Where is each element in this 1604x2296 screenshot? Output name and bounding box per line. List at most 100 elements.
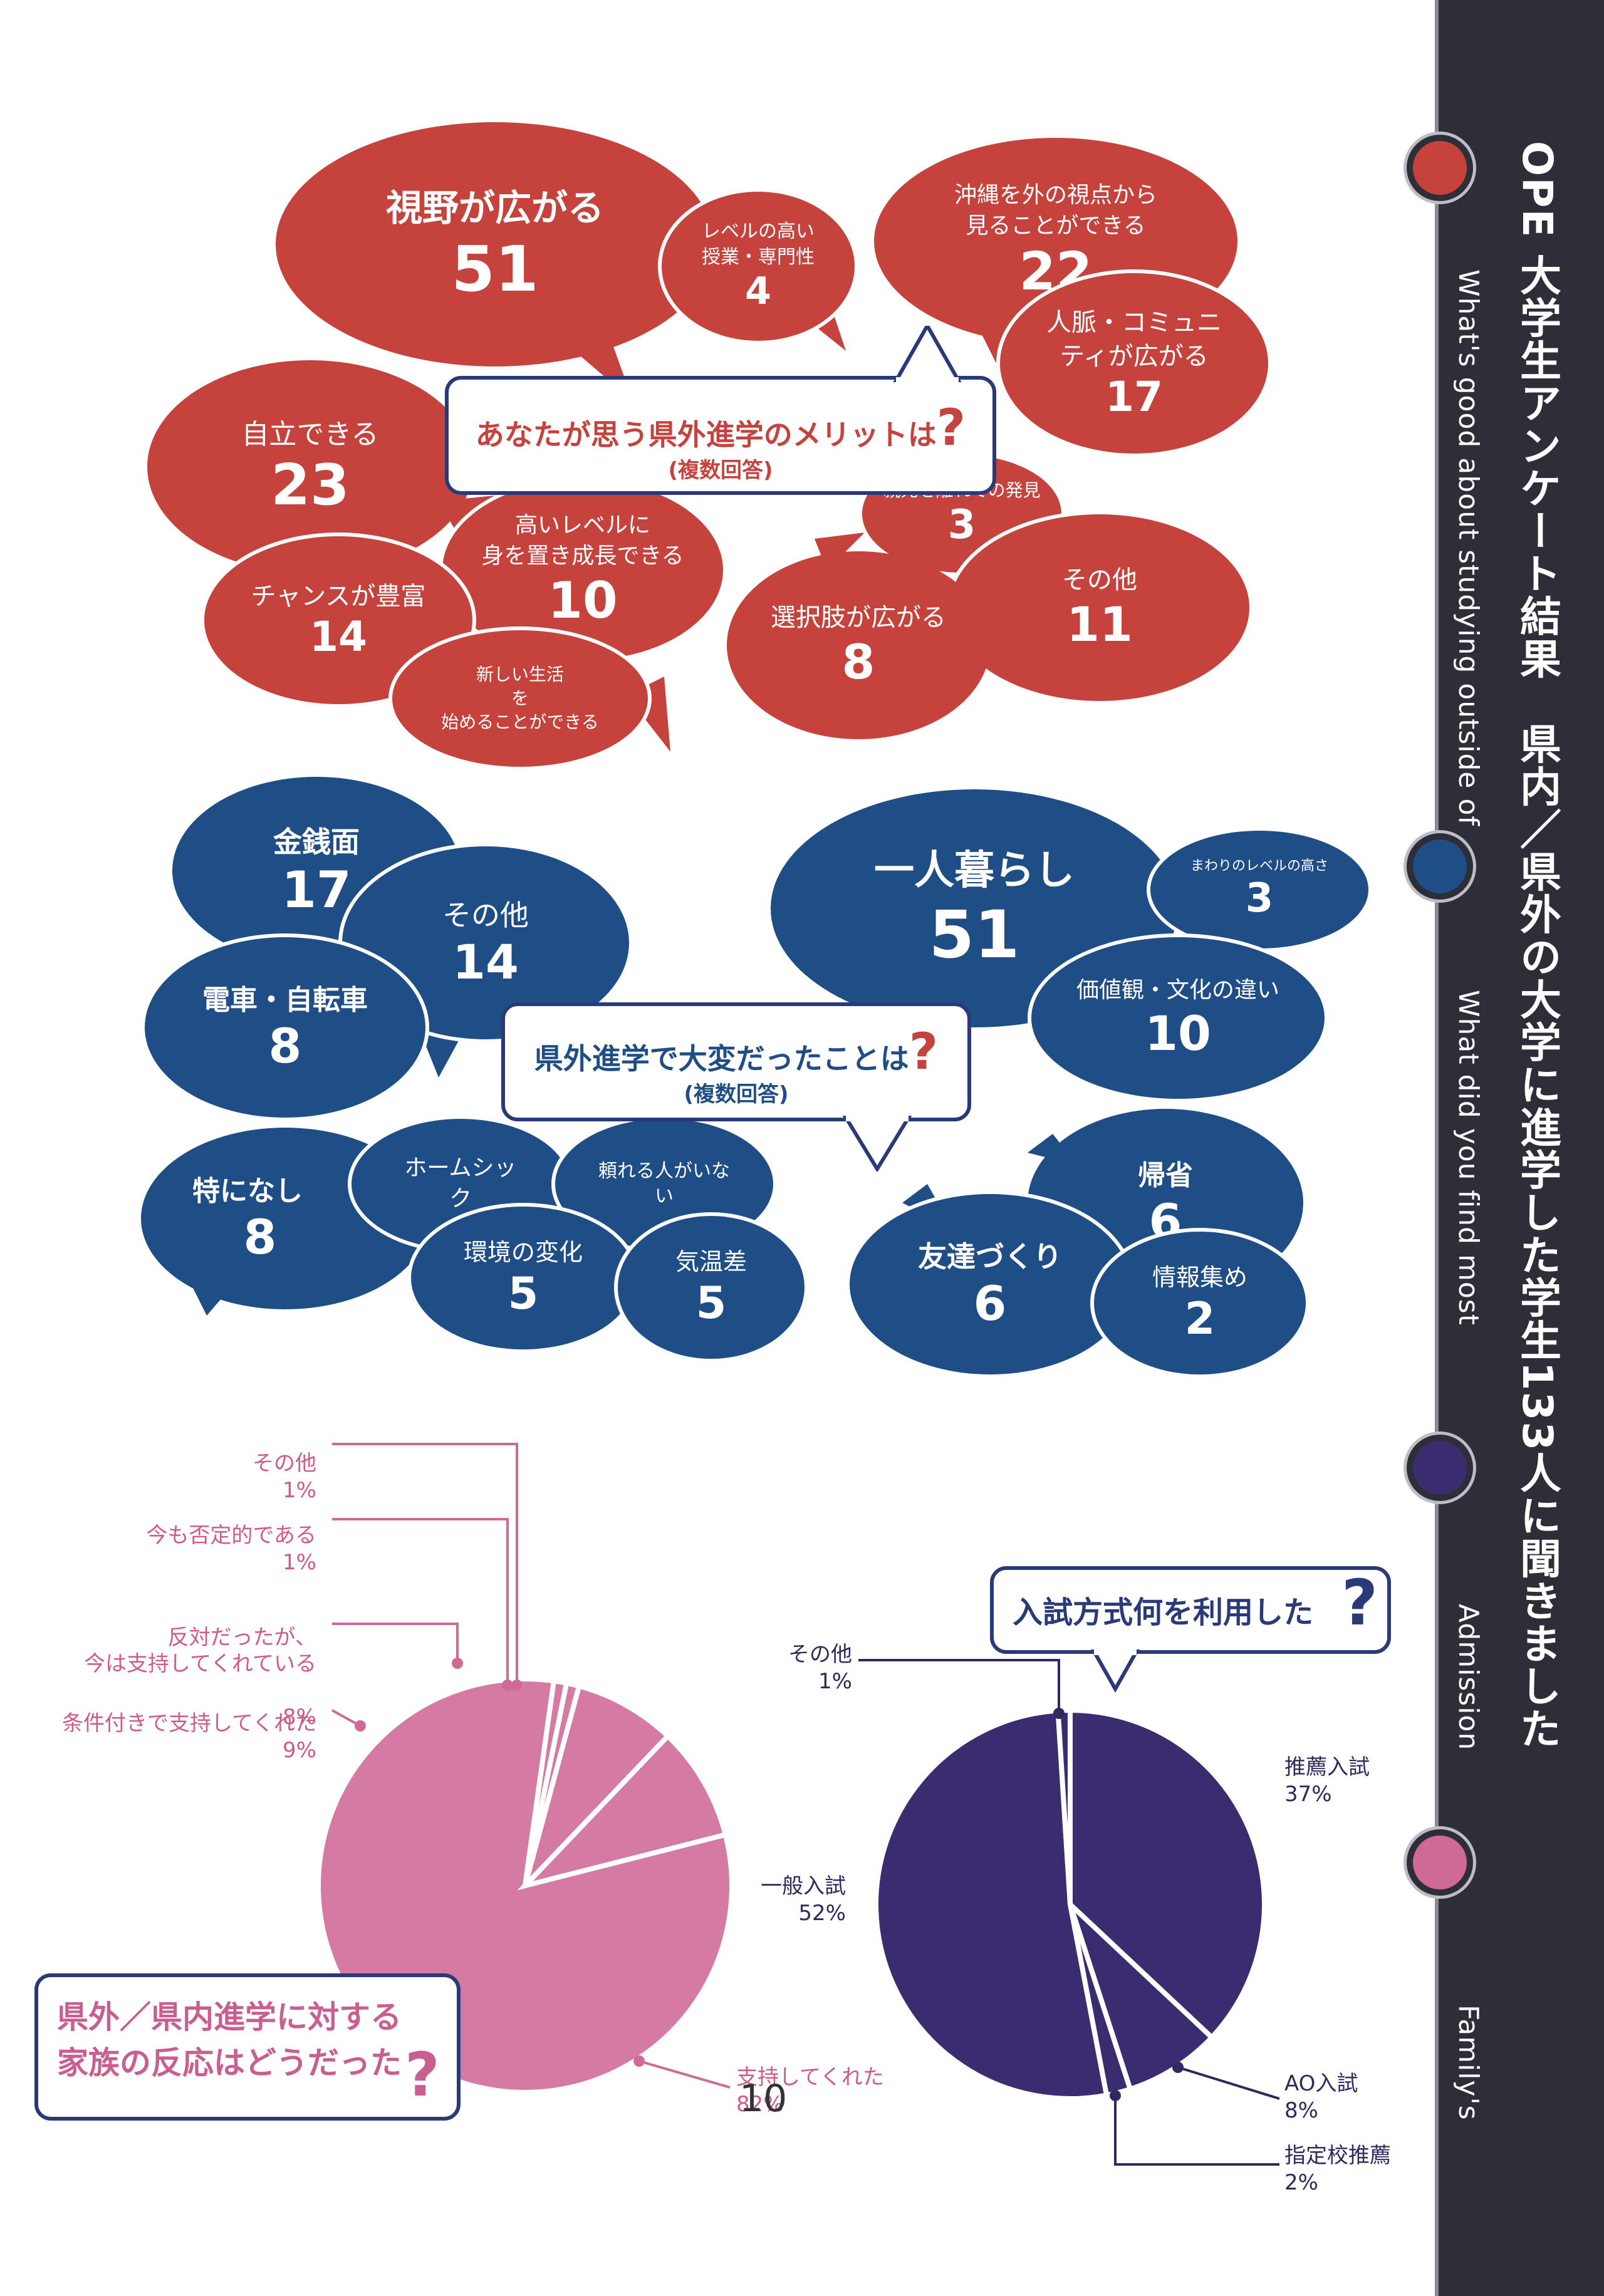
merit-label: 沖縄を外の視点から 見ることができる [954,182,1157,239]
hardship-label: 電車・自転車 [202,984,368,1016]
family-other-leader-dot [511,1680,523,1691]
hardship-value: 10 [1145,1005,1211,1061]
slice-pct: 1% [283,1477,316,1503]
slice-label: 指定校推薦 [1284,2143,1391,2168]
hardship-value: 2 [1184,1293,1216,1345]
family-label-still-negative: 今も否定的である 1% [63,1522,316,1576]
admission-pie-chart [858,1659,1280,2166]
merit-label: 選択肢が広がる [771,603,946,633]
hardship-bubble-environment: 環境の変化 5 [407,1203,639,1353]
question-mark-icon: ? [1341,1566,1378,1639]
merit-value: 4 [745,269,771,313]
section-dot-merits [1407,135,1473,201]
admission-label-general: 一般入試 52% [746,1873,846,1926]
merit-bubble-network: 人脈・コミュニ ティが広がる 17 [996,269,1272,457]
hardship-bubble-info-gathering: 情報集め 2 [1090,1228,1310,1378]
merits-callout-tail [893,326,962,382]
hardships-question: 県外進学で大変だったことは? [505,1022,967,1081]
admission-question-box: 入試方式何を利用した ? [990,1566,1391,1654]
merits-question: あなたが思う県外進学のメリットは? [449,398,992,457]
hardship-label: ホームシッ ク [404,1155,517,1212]
hardship-label: 友達づくり [918,1240,1062,1274]
hardship-value: 6 [973,1275,1007,1332]
admission-ao-leader-line [1177,2066,1280,2100]
merit-label: 新しい生活 を 始めることができる [441,664,599,732]
question-mark-icon: ? [909,1022,939,1081]
hardship-value: 3 [1245,875,1274,922]
hardship-label: 金銭面 [273,824,360,859]
merit-bubble-new-life: 新しい生活 を 始めることができる [388,626,652,771]
sidebar-rail [1435,0,1439,2296]
slice-pct: 82% [736,2091,784,2117]
admission-label-other: その他 1% [780,1641,852,1695]
family-slice [523,1683,672,1888]
merit-bubble-more-options: 選択肢が広がる 8 [727,551,990,739]
merit-value: 10 [548,571,618,630]
merit-value: 8 [841,634,875,690]
family-slice [523,1678,570,1886]
family-question: 県外／県内進学に対する家族の反応はどうだった [57,1999,402,2081]
admission-label-ao: AO入試 8% [1284,2070,1358,2124]
section-dot-admission [1407,1435,1473,1501]
family-label-conditional: 条件付きで支持してくれた 9% [13,1710,316,1764]
hardship-value: 51 [929,896,1020,974]
merit-label: 視野が広がる [385,187,604,230]
admission-designated-leader-dot [1110,2090,1121,2101]
family-label-supported: 支持してくれた 82% [736,2064,884,2117]
admission-label-recommendation: 推薦入試 37% [1284,1754,1370,1807]
hardship-value: 17 [281,861,352,920]
admission-slice [1068,1707,1267,2041]
hardships-note: (複数回答) [684,1082,789,1107]
merit-label: レベルの高い 授業・専門性 [702,221,815,268]
family-other-leader-line [332,1443,518,1685]
admission-designated-leader-line [1114,2096,1279,2166]
admission-ao-leader-dot [1172,2062,1184,2073]
slice-pct: 9% [283,1737,316,1763]
hardship-label: その他 [442,898,529,933]
family-supported-leader-line [638,2060,731,2089]
merit-label: チャンスが豊富 [251,582,426,611]
slice-pct: 1% [283,1549,316,1575]
family-slice [517,1732,729,1891]
section-dot-family [1407,1829,1473,1896]
slice-pct: 8% [1284,2097,1318,2123]
hardship-label: 情報集め [1152,1264,1247,1292]
slice-label: 一般入試 [761,1874,846,1899]
hardship-value: 5 [695,1277,727,1329]
hardships-question-text: 県外進学で大変だったことは [534,1042,909,1076]
merit-bubble-high-level-classes: レベルの高い 授業・専門性 4 [658,188,858,345]
merits-note: (複数回答) [668,458,773,483]
sidebar [1435,0,1604,2296]
slice-label: 支持してくれた [736,2065,884,2090]
slice-label: 今も否定的である [146,1523,316,1548]
family-conditional-leader-dot [355,1720,366,1732]
family-opposed-leader-line [332,1623,459,1663]
hardships-callout-tail [842,1115,912,1171]
question-mark-icon: ? [405,2040,440,2110]
merit-value: 14 [310,613,367,662]
hardship-label: 特になし [192,1175,303,1207]
hardship-value: 14 [452,934,519,990]
slice-label: その他 [253,1451,316,1476]
family-still-negative-leader-line [332,1518,509,1685]
hardship-value: 8 [268,1018,302,1074]
hardship-bubble-transport: 電車・自転車 8 [141,933,429,1121]
hardship-bubble-peer-level: まわりのレベルの高さ 3 [1147,827,1372,952]
merit-bubble-broaden-view: 視野が広がる 51 [276,122,714,366]
hardship-label: 頼れる人がいな い [598,1160,730,1208]
hardship-bubble-temperature: 気温差 5 [614,1212,808,1363]
admission-other-leader-dot [1053,1708,1065,1719]
family-label-opposed-now-support: 反対だったが、 今は支持してくれている 8% [38,1597,316,1757]
section-label-merits: What's good about studying outside of [1452,269,1484,826]
family-label-other: その他 1% [175,1450,316,1504]
merit-value: 23 [271,452,350,518]
section-label-hardships: What did you find most [1452,990,1484,1326]
hardship-label: 価値観・文化の違い [1076,977,1279,1003]
hardship-bubble-values-culture: 価値観・文化の違い 10 [1028,933,1328,1103]
merit-value: 17 [1105,373,1163,422]
hardship-bubble-living-alone: 一人暮らし 51 [771,789,1178,1027]
hardship-value: 8 [243,1209,277,1265]
family-question-box: 県外／県内進学に対する家族の反応はどうだった ? [34,1973,461,2121]
family-still-negative-leader-dot [502,1680,513,1691]
admission-other-leader-line [858,1659,1060,1713]
